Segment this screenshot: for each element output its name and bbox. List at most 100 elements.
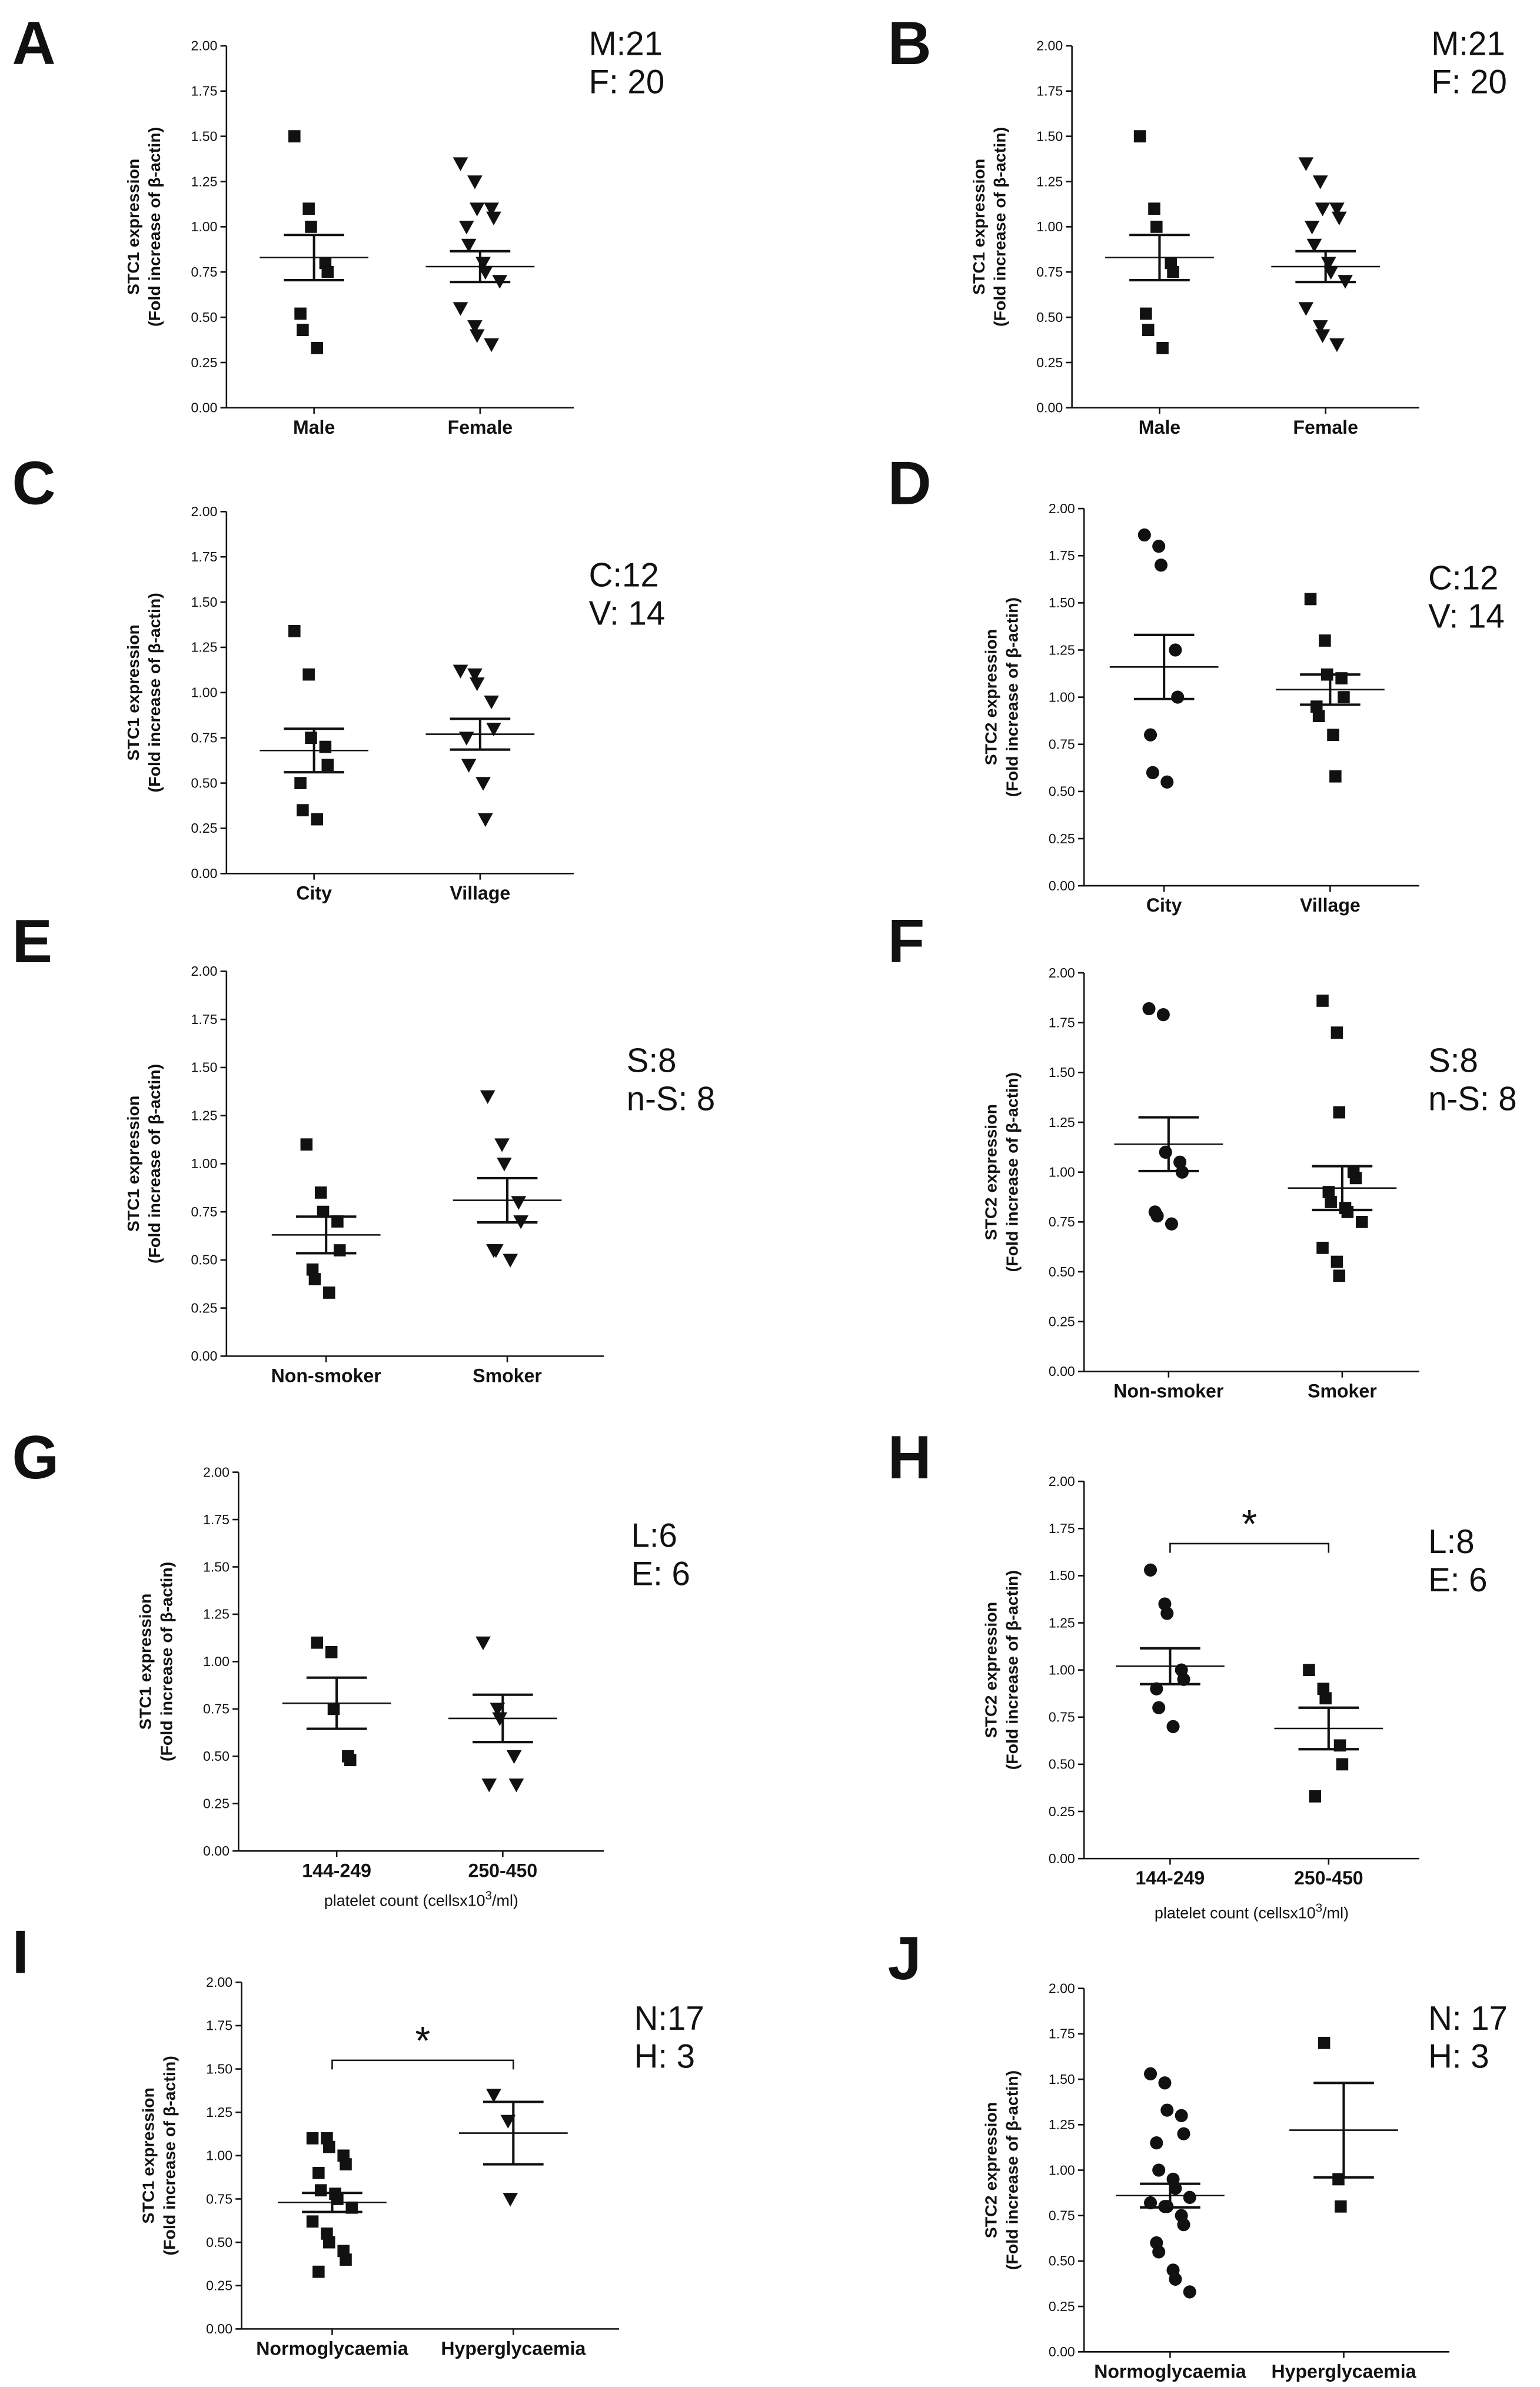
point [490,1703,505,1717]
point [461,238,477,253]
point [305,220,317,233]
y-tick-label: 1.75 [206,2018,232,2033]
point [321,759,334,772]
point [1329,770,1342,783]
point [1156,342,1169,354]
y-tick-label: 2.00 [191,963,218,979]
y-axis-label: (Fold increase of β-actin) [991,127,1010,327]
x-tick-label: Smoker [1308,1380,1377,1401]
annotation: C:12 [589,557,659,594]
y-axis-label: (Fold increase of β-actin) [145,593,164,792]
point [1165,1217,1179,1231]
error-bar [1313,2082,1374,2179]
point [1150,1209,1164,1223]
x-tick-label: Non-smoker [271,1365,382,1386]
y-tick-label: 1.75 [1036,83,1063,98]
point [311,342,324,354]
point [1332,2173,1345,2186]
point [488,1244,504,1258]
point [1355,1215,1368,1228]
significance-label: * [415,2019,430,2063]
x-axis-label-part: /ml) [1322,1903,1349,1921]
point [314,1186,327,1199]
x-tick-label: Hyperglycaemia [1271,2361,1416,2382]
panel-letter: I [12,1918,29,1986]
point [1349,1172,1362,1185]
point [1317,1683,1330,1695]
point [1142,1002,1156,1016]
y-axis-label: STC1 expression [124,1096,143,1232]
y-tick-label: 0.50 [1049,784,1075,799]
y-axis-label: STC1 expression [124,624,143,761]
y-tick-label: 0.25 [203,1796,229,1811]
y-tick-label: 1.50 [1049,1065,1075,1080]
error-bar [1312,1165,1373,1212]
y-tick-label: 0.00 [1049,1851,1075,1866]
y-axis-label: STC1 expression [139,2087,158,2224]
x-tick-label: 250-450 [468,1860,538,1881]
point [1312,710,1325,723]
y-tick-label: 0.00 [191,866,218,881]
y-tick-label: 1.00 [191,1156,218,1171]
panel-letter: J [888,1924,922,1993]
x-axis-label-part: /ml) [492,1891,518,1909]
panel: F S:8n-S: 8 0.00 0.25 0.50 0.75 1.00 1.25 1.50 1.… [888,907,1517,1401]
error-bar [1133,633,1195,700]
error-bar [1295,250,1356,284]
y-tick-label: 0.50 [191,1252,218,1268]
point [503,2193,518,2207]
y-tick-label: 0.50 [203,1748,229,1764]
point [312,2265,325,2278]
point [484,695,499,710]
error-bar [450,250,511,284]
y-tick-label: 1.25 [1049,642,1075,657]
y-tick-label: 2.00 [1049,1474,1075,1489]
point [467,668,483,683]
point [467,320,483,334]
y-axis-label: STC2 expression [982,1602,1000,1738]
y-tick-label: 1.25 [1049,2117,1075,2132]
y-axis-label: STC2 expression [982,1104,1000,1241]
point [1144,1563,1158,1577]
point [302,668,315,681]
y-tick-label: 0.25 [1049,1314,1075,1329]
y-tick-label: 0.75 [191,1204,218,1219]
point [1144,2196,1158,2210]
point [478,265,493,280]
y-tick-label: 0.50 [206,2235,232,2250]
x-tick-label: City [296,882,332,903]
panel: J N: 17H: 3 0.00 0.25 0.50 0.75 1.00 1.25 1.50 1.… [888,1924,1508,2382]
point [1142,324,1155,337]
y-axis-label: (Fold increase of β-actin) [145,127,164,327]
y-tick-label: 1.25 [191,640,218,655]
point [306,2215,319,2228]
point [1160,1607,1174,1620]
point [1169,643,1182,657]
y-tick-label: 0.00 [1049,1364,1075,1379]
y-tick-label: 1.25 [203,1607,229,1622]
x-tick-label: Normoglycaemia [256,2338,408,2359]
point [1331,1026,1343,1039]
panel-letter: D [888,449,932,517]
error-bar [1298,1706,1359,1751]
point [1167,265,1179,278]
annotation: E: 6 [1428,1562,1487,1599]
y-tick-label: 1.25 [206,2105,232,2120]
point [1152,2163,1166,2177]
point [1150,1682,1163,1695]
y-tick-label: 1.50 [191,594,218,610]
point [469,329,485,343]
point [340,2253,352,2266]
y-tick-label: 1.00 [1049,1164,1075,1179]
error-bar [306,1676,367,1730]
y-tick-label: 1.00 [191,685,218,700]
y-tick-label: 1.00 [1049,2162,1075,2177]
y-tick-label: 1.75 [203,1512,229,1527]
y-tick-label: 2.00 [1036,38,1063,54]
significance-label: * [1242,1502,1257,1546]
y-tick-label: 1.50 [1036,128,1063,144]
annotation: n-S: 8 [627,1081,716,1118]
point [1304,593,1317,606]
point [321,265,334,278]
point [1312,320,1328,334]
